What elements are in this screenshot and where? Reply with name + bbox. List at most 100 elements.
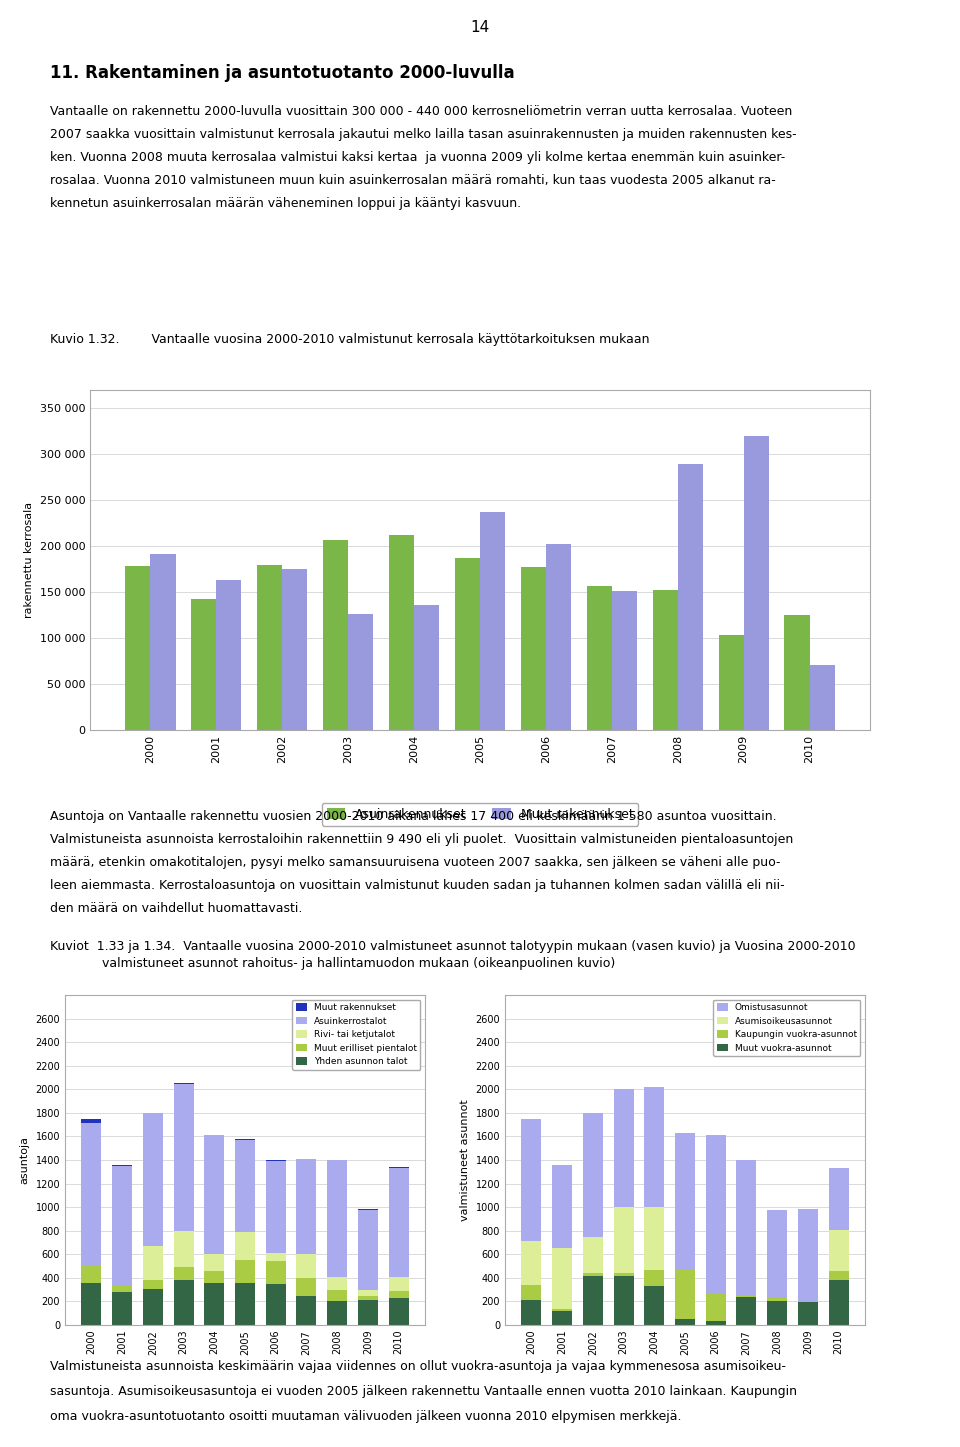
Bar	[235, 1233, 255, 1259]
Text: ken. Vuonna 2008 muuta kerrosalaa valmistui kaksi kertaa  ja vuonna 2009 yli kol: ken. Vuonna 2008 muuta kerrosalaa valmis…	[50, 150, 785, 164]
Bar	[644, 1285, 664, 1325]
Bar	[675, 1269, 695, 1320]
Bar	[327, 1160, 348, 1276]
Text: leen aiemmasta. Kerrostaloasuntoja on vuosittain valmistunut kuuden sadan ja tuh: leen aiemmasta. Kerrostaloasuntoja on vu…	[50, 878, 784, 891]
Legend: Asuinrakennukset, Muut rakennukset: Asuinrakennukset, Muut rakennukset	[322, 803, 638, 826]
Bar	[706, 1321, 726, 1325]
Text: 2007 saakka vuosittain valmistunut kerrosala jakautui melko lailla tasan asuinra: 2007 saakka vuosittain valmistunut kerro…	[50, 127, 797, 140]
Bar	[82, 1123, 102, 1266]
Bar	[112, 1292, 132, 1325]
Bar	[613, 1276, 634, 1325]
Bar	[126, 566, 151, 729]
Bar	[828, 1230, 849, 1270]
Bar	[204, 1270, 225, 1282]
Bar	[678, 463, 703, 729]
Bar	[324, 540, 348, 729]
Bar	[809, 664, 834, 729]
Bar	[583, 1237, 603, 1272]
Bar	[798, 1302, 818, 1325]
Bar	[583, 1276, 603, 1325]
Bar	[204, 1282, 225, 1325]
Text: Asuntoja on Vantaalle rakennettu vuosien 2000-2010 aikana lähes 17 400 eli keski: Asuntoja on Vantaalle rakennettu vuosien…	[50, 810, 777, 823]
Bar	[744, 436, 769, 729]
Bar	[82, 1283, 102, 1325]
Bar	[266, 1285, 286, 1325]
Bar	[719, 635, 744, 729]
Legend: Omistusasunnot, Asumisoikeusasunnot, Kaupungin vuokra-asunnot, Muut vuokra-asunn: Omistusasunnot, Asumisoikeusasunnot, Kau…	[713, 1000, 860, 1056]
Y-axis label: asuntoja: asuntoja	[20, 1136, 30, 1184]
Bar	[358, 1210, 378, 1291]
Text: rosalaa. Vuonna 2010 valmistuneen muun kuin asuinkerrosalan määrä romahti, kun t: rosalaa. Vuonna 2010 valmistuneen muun k…	[50, 174, 776, 187]
Bar	[389, 1298, 409, 1325]
Bar	[798, 1210, 818, 1301]
Bar	[521, 567, 546, 729]
Bar	[112, 1285, 132, 1292]
Bar	[521, 1299, 541, 1325]
Bar	[828, 1270, 849, 1279]
Bar	[216, 580, 241, 729]
Bar	[204, 1255, 225, 1270]
Bar	[828, 1279, 849, 1325]
Bar	[174, 1268, 194, 1281]
Bar	[327, 1289, 348, 1301]
Bar	[767, 1297, 787, 1301]
Text: 11. Rakentaminen ja asuntotuotanto 2000-luvulla: 11. Rakentaminen ja asuntotuotanto 2000-…	[50, 64, 515, 81]
Text: Valmistuneista asunnoista keskimäärin vajaa viidennes on ollut vuokra-asuntoja j: Valmistuneista asunnoista keskimäärin va…	[50, 1360, 786, 1373]
Bar	[521, 1285, 541, 1299]
Bar	[612, 592, 636, 729]
Bar	[784, 615, 809, 729]
Bar	[151, 554, 176, 729]
Bar	[358, 1297, 378, 1299]
Bar	[204, 1136, 225, 1255]
Text: 14: 14	[470, 20, 490, 35]
Bar	[266, 1260, 286, 1285]
Bar	[389, 1168, 409, 1278]
Bar	[583, 1113, 603, 1237]
Bar	[613, 1273, 634, 1276]
Text: den määrä on vaihdellut huomattavasti.: den määrä on vaihdellut huomattavasti.	[50, 901, 302, 915]
Bar	[297, 1278, 317, 1295]
Bar	[143, 1246, 163, 1279]
Text: Kuvio 1.32.        Vantaalle vuosina 2000-2010 valmistunut kerrosala käyttötarko: Kuvio 1.32. Vantaalle vuosina 2000-2010 …	[50, 333, 650, 346]
Text: Vantaalle on rakennettu 2000-luvulla vuosittain 300 000 - 440 000 kerrosneliömet: Vantaalle on rakennettu 2000-luvulla vuo…	[50, 106, 792, 119]
Bar	[143, 1289, 163, 1325]
Bar	[348, 614, 373, 729]
Bar	[583, 1272, 603, 1276]
Legend: Muut rakennukset, Asuinkerrostalot, Rivi- tai ketjutalot, Muut erilliset piental: Muut rakennukset, Asuinkerrostalot, Rivi…	[292, 1000, 420, 1069]
Bar	[327, 1276, 348, 1289]
Bar	[257, 564, 282, 729]
Bar	[706, 1134, 726, 1292]
Bar	[297, 1295, 317, 1325]
Bar	[174, 1281, 194, 1325]
Bar	[235, 1259, 255, 1283]
Bar	[587, 586, 612, 729]
Bar	[143, 1113, 163, 1246]
Bar	[358, 1299, 378, 1325]
Bar	[82, 1266, 102, 1283]
Bar	[414, 605, 439, 729]
Bar	[282, 569, 307, 729]
Text: kennetun asuinkerrosalan määrän väheneminen loppui ja kääntyi kasvuun.: kennetun asuinkerrosalan määrän vähenemi…	[50, 197, 521, 210]
Text: määrä, etenkin omakotitalojen, pysyi melko samansuuruisena vuoteen 2007 saakka, : määrä, etenkin omakotitalojen, pysyi mel…	[50, 857, 780, 870]
Y-axis label: rakennettu kerrosala: rakennettu kerrosala	[24, 502, 34, 618]
Bar	[327, 1301, 348, 1325]
Bar	[767, 1301, 787, 1325]
Bar	[191, 599, 216, 729]
Text: Kuviot  1.33 ja 1.34.  Vantaalle vuosina 2000-2010 valmistuneet asunnot talotyyp: Kuviot 1.33 ja 1.34. Vantaalle vuosina 2…	[50, 941, 855, 969]
Bar	[235, 1283, 255, 1325]
Bar	[653, 590, 678, 729]
Bar	[266, 1160, 286, 1253]
Bar	[736, 1297, 756, 1325]
Bar	[174, 1084, 194, 1231]
Bar	[675, 1133, 695, 1269]
Bar	[266, 1253, 286, 1260]
Bar	[174, 1231, 194, 1268]
Bar	[644, 1207, 664, 1270]
Bar	[358, 1291, 378, 1297]
Bar	[389, 1278, 409, 1291]
Bar	[389, 1291, 409, 1298]
Bar	[736, 1160, 756, 1295]
Bar	[521, 1242, 541, 1285]
Bar	[613, 1207, 634, 1273]
Bar	[455, 559, 480, 729]
